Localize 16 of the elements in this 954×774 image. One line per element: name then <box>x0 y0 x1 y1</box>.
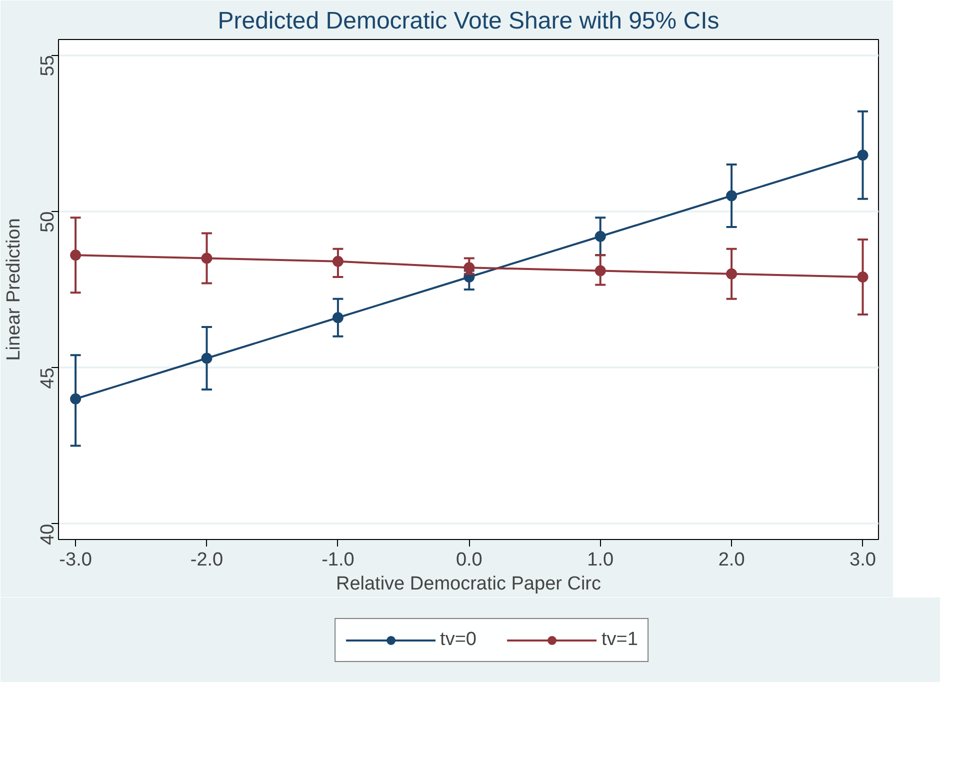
legend-label: tv=1 <box>602 628 638 650</box>
y-tick-label: 40 <box>38 524 58 546</box>
y-axis-title: Linear Prediction <box>4 218 24 361</box>
x-tick-label: -1.0 <box>322 550 354 570</box>
y-tick-label: 55 <box>38 55 58 76</box>
x-tick-label: 0.0 <box>456 550 482 570</box>
x-tick-label: 3.0 <box>850 550 876 570</box>
x-tick-label: 2.0 <box>718 550 745 570</box>
y-tick-label: 50 <box>38 211 58 233</box>
legend-label: tv=0 <box>440 628 476 650</box>
x-tick-label: -2.0 <box>190 550 224 570</box>
x-tick-label: 1.0 <box>587 550 614 570</box>
x-axis-title: Relative Democratic Paper Circ <box>336 574 602 594</box>
y-tick-label: 45 <box>38 368 58 389</box>
x-tick-label: -3.0 <box>59 550 92 570</box>
chart-title: Predicted Democratic Vote Share with 95% CIs <box>218 8 720 34</box>
